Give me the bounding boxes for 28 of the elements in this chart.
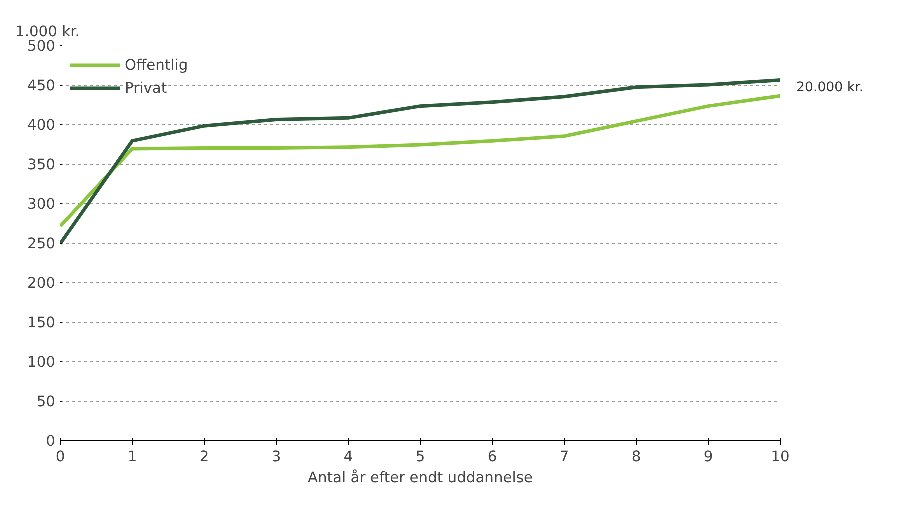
text: 20.000 kr. [796, 80, 864, 96]
y-tick-label: 150 [28, 314, 56, 332]
x-tick-label: 4 [344, 448, 354, 466]
y-tick-label: 300 [28, 196, 56, 213]
y-tick-label: 250 [28, 236, 56, 252]
y-tick-label: 450 [28, 78, 56, 94]
y-tick-label: 50 [36, 394, 56, 410]
x-tick-label: 3 [272, 448, 282, 466]
legend-label: Privat [125, 80, 168, 96]
y-tick-label: 500 [28, 38, 56, 55]
y-tick-label: 400 [28, 117, 56, 134]
y-tick-label: 100 [28, 354, 56, 371]
line-series [60, 78, 780, 246]
x-tick-label: 5 [416, 448, 426, 466]
x-tick-label: 9 [704, 448, 714, 466]
legend-label: Offentlig [125, 56, 188, 74]
line-series [60, 94, 780, 228]
x-tick-label: 2 [200, 448, 210, 466]
x-axis-title: Antal år efter endt uddannelse [308, 470, 534, 486]
x-tick-label: 1 [128, 448, 138, 466]
y-tick-label: 200 [28, 275, 56, 292]
x-tick-label: 10 [771, 448, 790, 466]
y-tick-label: 0 [46, 433, 56, 450]
y-axis-title: 1.000 kr. [16, 24, 80, 40]
y-tick-label: 350 [28, 156, 56, 174]
x-tick-label: 6 [488, 448, 498, 466]
x-tick-label: 8 [632, 448, 642, 466]
x-tick-label: 7 [560, 448, 570, 466]
